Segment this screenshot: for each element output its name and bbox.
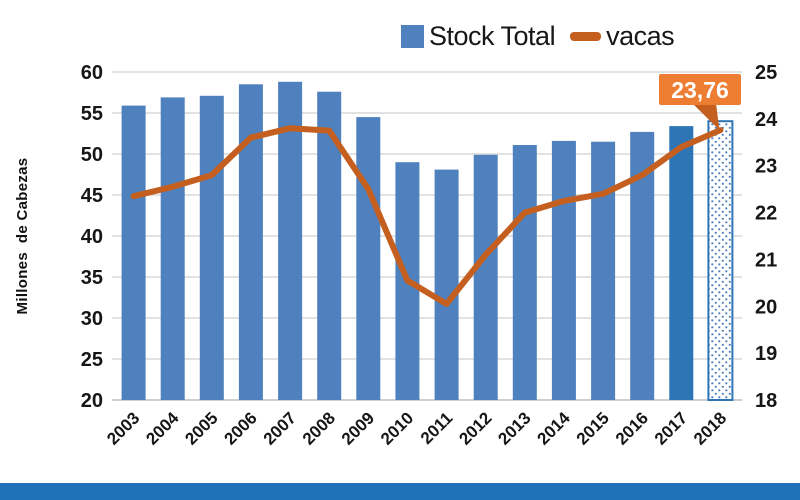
chart-canvas: 60 55 50 45 40 35 30 25 20 25 24 23 22 21 20 19 18 2003… — [14, 62, 778, 449]
legend-item-vacas: vacas — [570, 21, 675, 52]
line-series-swatch-icon — [570, 32, 602, 41]
x-tick-2007: 2007 — [260, 408, 300, 448]
left-axis-tick: 50 — [81, 144, 103, 166]
footer-strip — [0, 483, 800, 500]
bar-2009 — [356, 117, 381, 400]
x-tick-2014: 2014 — [534, 408, 575, 449]
bar-2013 — [512, 145, 537, 400]
x-tick-2010: 2010 — [377, 408, 417, 448]
annotation-label: 23,76 — [671, 77, 729, 103]
left-axis-tick: 40 — [81, 226, 103, 248]
bar-2017 — [669, 126, 694, 400]
stock-total-bars — [121, 81, 734, 401]
x-tick-2003: 2003 — [103, 408, 143, 448]
right-axis-tick: 20 — [755, 296, 777, 318]
legend-label-vacas: vacas — [606, 21, 675, 51]
x-tick-2009: 2009 — [338, 408, 378, 448]
left-axis-tick: 55 — [81, 103, 103, 125]
right-axis-tick: 18 — [755, 390, 777, 412]
right-axis-tick: 22 — [755, 203, 777, 225]
bar-2012 — [473, 154, 498, 400]
legend-label-stock-total: Stock Total — [429, 21, 556, 51]
bar-2004 — [160, 97, 185, 401]
vacas-line-series — [130, 125, 724, 307]
legend-item-stock-total: Stock Total — [401, 21, 556, 52]
bar-2007 — [278, 81, 303, 401]
left-axis-title: Millones de Cabezas — [14, 158, 31, 315]
left-axis-tick: 60 — [81, 62, 103, 84]
x-tick-2004: 2004 — [142, 408, 183, 449]
left-axis-tick: 35 — [81, 267, 103, 289]
right-axis-ticks: 25 24 23 22 21 20 19 18 — [755, 62, 778, 412]
x-tick-2011: 2011 — [417, 408, 457, 448]
vacas-line — [130, 125, 724, 307]
left-axis-ticks: 60 55 50 45 40 35 30 25 20 — [81, 62, 103, 412]
x-tick-2008: 2008 — [299, 408, 339, 448]
x-tick-2013: 2013 — [494, 408, 534, 448]
legend: Stock Total vacas — [401, 21, 675, 52]
x-tick-2006: 2006 — [221, 408, 261, 448]
left-axis-tick: 25 — [81, 349, 103, 371]
x-tick-2017: 2017 — [651, 408, 691, 448]
x-tick-2018: 2018 — [690, 408, 730, 448]
annotation-pointer — [692, 103, 720, 131]
annotation-callout: 23,76 — [659, 74, 741, 131]
x-tick-2012: 2012 — [455, 408, 495, 448]
bar-2015 — [591, 141, 616, 400]
left-axis-tick: 30 — [81, 308, 103, 330]
right-axis-tick: 23 — [755, 156, 777, 178]
right-axis-tick: 21 — [755, 249, 777, 271]
bar-2018 — [707, 120, 734, 401]
bar-2014 — [551, 140, 576, 400]
bar-2003 — [121, 105, 146, 400]
bar-series-swatch-icon — [401, 25, 424, 48]
annotation-box — [659, 74, 741, 105]
left-axis-tick: 20 — [81, 390, 103, 412]
bar-2005 — [199, 95, 224, 401]
x-tick-2015: 2015 — [573, 408, 613, 448]
right-axis-tick: 19 — [755, 343, 777, 365]
right-axis-tick: 25 — [755, 62, 777, 84]
x-tick-2005: 2005 — [181, 408, 221, 448]
bar-2011 — [434, 169, 459, 400]
bar-2006 — [238, 84, 263, 401]
x-tick-2016: 2016 — [612, 408, 652, 448]
right-axis-tick: 24 — [755, 109, 778, 131]
left-axis-tick: 45 — [81, 185, 103, 207]
